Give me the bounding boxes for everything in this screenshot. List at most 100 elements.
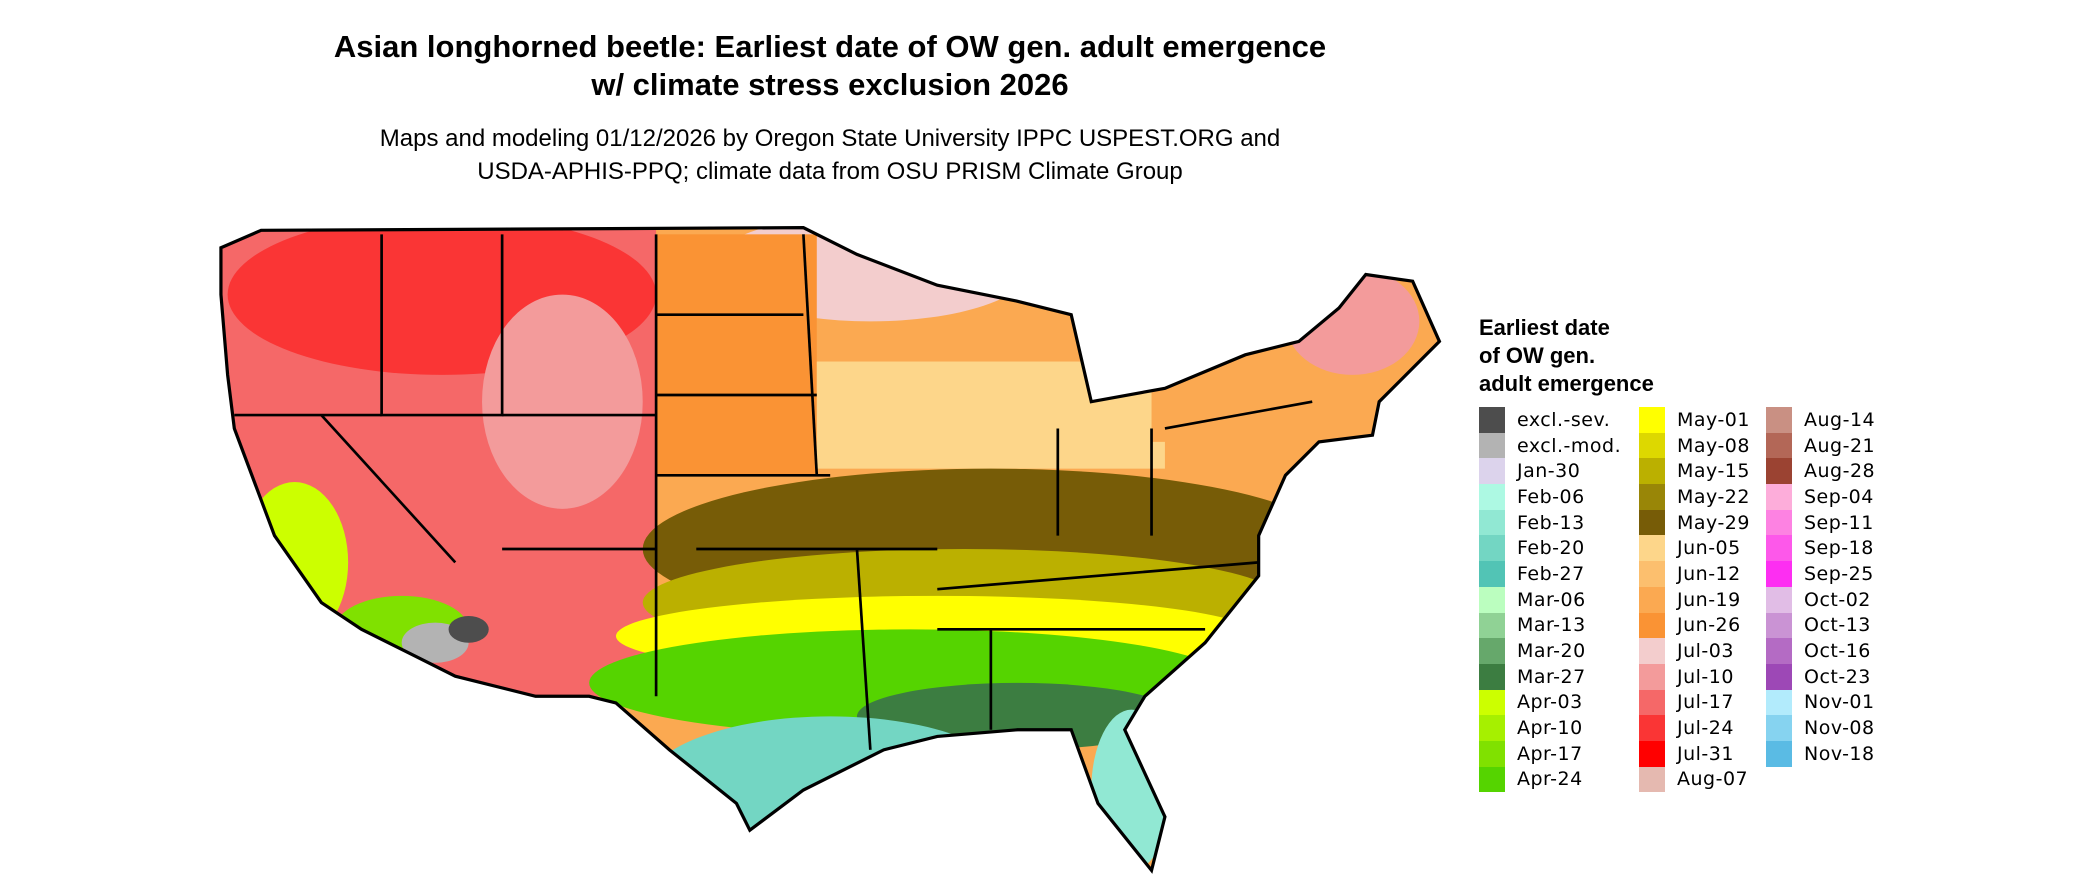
legend-swatch — [1766, 407, 1792, 433]
subtitle-line-2: USDA-APHIS-PPQ; climate data from OSU PR… — [477, 158, 1183, 185]
legend-swatch — [1639, 509, 1665, 536]
legend-item: Sep-25 — [1766, 561, 1875, 587]
legend-swatch — [1479, 715, 1505, 741]
legend-item: Jul-31 — [1639, 740, 1750, 767]
legend-swatch — [1479, 740, 1505, 767]
band-feb-20 — [642, 716, 1018, 864]
legend-label: Nov-18 — [1804, 742, 1875, 765]
legend-swatch — [1639, 612, 1665, 639]
legend-label: Aug-21 — [1804, 434, 1876, 457]
legend-label: Sep-04 — [1804, 485, 1874, 508]
legend-label: Jul-10 — [1677, 665, 1734, 688]
map-subtitle: Maps and modeling 01/12/2026 by Oregon S… — [0, 122, 1660, 188]
legend-swatch — [1766, 509, 1792, 536]
band-wyoming — [482, 294, 643, 509]
title-line-2: w/ climate stress exclusion 2026 — [591, 67, 1069, 102]
legend-item: Oct-23 — [1766, 663, 1875, 690]
legend-label: Jul-24 — [1677, 717, 1734, 740]
legend-label: Feb-27 — [1517, 562, 1585, 585]
legend-swatch — [1639, 561, 1665, 587]
band-plains — [656, 234, 817, 476]
legend-label: Mar-13 — [1517, 614, 1586, 637]
legend-swatch — [1639, 535, 1665, 562]
legend-label: Oct-23 — [1804, 665, 1871, 688]
legend-item: Jun-05 — [1639, 535, 1750, 562]
legend-swatch — [1766, 663, 1792, 690]
legend-item: Jun-26 — [1639, 612, 1750, 639]
legend-item: Jun-12 — [1639, 561, 1750, 587]
legend-swatch — [1479, 407, 1505, 433]
legend-label: Jul-31 — [1677, 742, 1734, 765]
legend-title: Earliest date of OW gen. adult emergence — [1479, 314, 1654, 398]
legend-item: Oct-02 — [1766, 586, 1875, 613]
legend-label: Jul-17 — [1677, 691, 1734, 714]
legend-item: Jan-30 — [1479, 458, 1621, 485]
legend-label: Feb-20 — [1517, 537, 1585, 560]
legend-label: Jun-05 — [1677, 537, 1741, 560]
legend-item: Aug-07 — [1639, 766, 1750, 793]
legend-label: excl.-mod. — [1517, 434, 1622, 457]
legend-item: Aug-28 — [1766, 458, 1875, 485]
legend-swatch — [1639, 740, 1665, 767]
legend-item: Nov-01 — [1766, 689, 1875, 716]
legend-item: May-29 — [1639, 509, 1750, 536]
legend-item: Mar-20 — [1479, 638, 1621, 664]
legend-item: Sep-18 — [1766, 535, 1875, 562]
legend-label: Nov-08 — [1804, 717, 1875, 740]
legend-swatch — [1766, 432, 1792, 459]
legend-item: Oct-16 — [1766, 638, 1875, 664]
legend-label: Aug-14 — [1804, 408, 1876, 431]
legend-swatch — [1479, 535, 1505, 562]
legend-column: Aug-14 Aug-21 Aug-28 Sep-04 Sep-11 Sep-18 Sep-… — [1766, 407, 1875, 767]
legend-swatch — [1639, 663, 1665, 690]
legend-swatch — [1639, 715, 1665, 741]
legend-swatch — [1479, 612, 1505, 639]
legend-swatch — [1639, 484, 1665, 510]
legend-label: May-15 — [1677, 460, 1750, 483]
legend-swatch — [1639, 432, 1665, 459]
legend-column: excl.-sev. excl.-mod. Jan-30 Feb-06 Feb-13 Fe… — [1479, 407, 1622, 793]
legend-item: Mar-27 — [1479, 663, 1621, 690]
legend-swatch — [1766, 715, 1792, 741]
legend-swatch — [1479, 458, 1505, 485]
legend-label: excl.-sev. — [1517, 408, 1611, 431]
legend-label: Oct-16 — [1804, 640, 1871, 663]
legend-label: May-29 — [1677, 511, 1750, 534]
legend-item: Oct-13 — [1766, 612, 1875, 639]
legend-label: Mar-20 — [1517, 640, 1586, 663]
legend-title-line: Earliest date — [1479, 315, 1610, 340]
legend-item: Feb-27 — [1479, 561, 1621, 587]
legend-label: Apr-10 — [1517, 717, 1583, 740]
legend-swatch — [1766, 612, 1792, 639]
legend-column: May-01 May-08 May-15 May-22 May-29 Jun-05 Jun-… — [1639, 407, 1750, 793]
title-line-1: Asian longhorned beetle: Earliest date o… — [333, 29, 1327, 64]
legend-item: Apr-10 — [1479, 715, 1621, 741]
legend-item: Mar-06 — [1479, 586, 1621, 613]
legend-label: Apr-24 — [1517, 768, 1583, 791]
legend-item: Feb-20 — [1479, 535, 1621, 562]
legend-item: Mar-13 — [1479, 612, 1621, 639]
legend-swatch — [1479, 561, 1505, 587]
legend-swatch — [1479, 663, 1505, 690]
legend-swatch — [1639, 766, 1665, 793]
legend-label: Mar-06 — [1517, 588, 1586, 611]
state-boundaries — [234, 234, 1313, 750]
legend-item: Nov-08 — [1766, 715, 1875, 741]
legend-swatch — [1479, 432, 1505, 459]
legend-label: Sep-25 — [1804, 562, 1874, 585]
legend-swatch — [1639, 407, 1665, 433]
legend-item: excl.-mod. — [1479, 432, 1622, 459]
legend-label: Jan-30 — [1517, 460, 1581, 483]
legend-swatch — [1639, 689, 1665, 716]
legend-title-line: adult emergence — [1479, 371, 1654, 396]
legend-item: Feb-13 — [1479, 509, 1621, 536]
legend-item: Nov-18 — [1766, 740, 1875, 767]
legend-label: Feb-13 — [1517, 511, 1585, 534]
legend-swatch — [1479, 509, 1505, 536]
legend-item: May-15 — [1639, 458, 1750, 485]
legend-item: May-08 — [1639, 432, 1750, 459]
legend-swatch — [1479, 484, 1505, 510]
legend-label: Apr-17 — [1517, 742, 1583, 765]
legend-swatch — [1479, 689, 1505, 716]
